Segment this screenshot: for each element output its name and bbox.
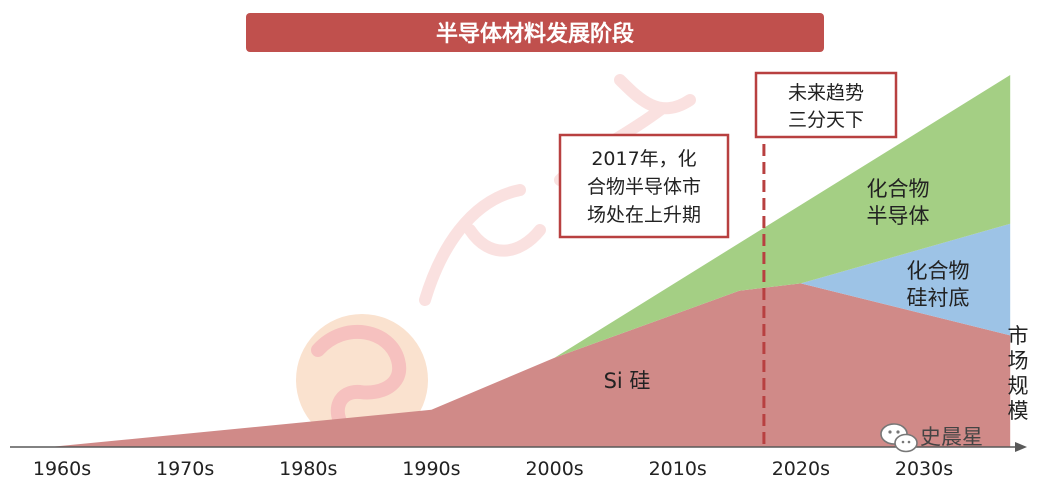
label-si: Si 硅	[604, 369, 651, 393]
y-axis-label-char: 规	[1008, 374, 1029, 398]
x-tick-label: 2000s	[525, 458, 583, 480]
y-axis-label-char: 模	[1008, 399, 1029, 423]
annotation-box-future: 未来趋势 三分天下	[754, 71, 898, 139]
brand-watermark: 史晨星	[880, 423, 983, 453]
x-tick-label: 1980s	[279, 458, 337, 480]
watermark-logo	[296, 74, 696, 446]
annotation-future-line1: 未来趋势	[788, 82, 864, 104]
x-tick-labels: 1960s 1970s 1980s 1990s 2000s 2010s 2020s 2030s	[33, 458, 953, 480]
annotation-future-line2: 三分天下	[788, 109, 864, 131]
x-tick-label: 2030s	[895, 458, 953, 480]
annotation-2017-line3: 场处在上升期	[587, 204, 701, 226]
annotation-2017-line2: 合物半导体市	[587, 176, 701, 198]
y-axis-label-char: 市	[1008, 324, 1029, 348]
title-banner: 半导体材料发展阶段	[246, 13, 824, 52]
y-axis-label-char: 场	[1008, 349, 1029, 373]
x-axis-arrow-icon	[1015, 442, 1027, 452]
watermark-calligraphy	[419, 74, 696, 306]
series-area-compound-semiconductor	[554, 75, 1011, 358]
annotation-box-2017: 2017年，化 合物半导体市 场处在上升期	[558, 133, 730, 239]
series-labels: Si 硅 化合物 半导体 化合物 硅衬底	[604, 177, 970, 393]
label-compound-line1: 化合物	[867, 177, 930, 201]
label-substrate-line1: 化合物	[907, 259, 970, 283]
x-tick-label: 1970s	[156, 458, 214, 480]
x-tick-label: 2010s	[649, 458, 707, 480]
x-axis: 1960s 1970s 1980s 1990s 2000s 2010s 2020s 2030s	[10, 442, 1027, 480]
wechat-icon	[880, 423, 918, 453]
label-substrate-line2: 硅衬底	[907, 286, 970, 310]
title-background	[246, 13, 824, 52]
annotation-2017-line1: 2017年，化	[591, 148, 696, 170]
series-area-compound-substrate	[800, 223, 1011, 336]
series-area-si	[49, 283, 1011, 447]
x-tick-label: 1960s	[33, 458, 91, 480]
annotation-box-2017-frame	[558, 133, 730, 239]
watermark-swirl	[311, 325, 407, 437]
x-tick-label: 1990s	[402, 458, 460, 480]
brand-name: 史晨星	[920, 425, 983, 449]
label-compound-line2: 半导体	[867, 204, 930, 228]
x-tick-label: 2020s	[772, 458, 830, 480]
annotation-box-future-frame	[754, 71, 898, 139]
area-series-group	[49, 75, 1011, 447]
chart-title: 半导体材料发展阶段	[436, 21, 634, 47]
